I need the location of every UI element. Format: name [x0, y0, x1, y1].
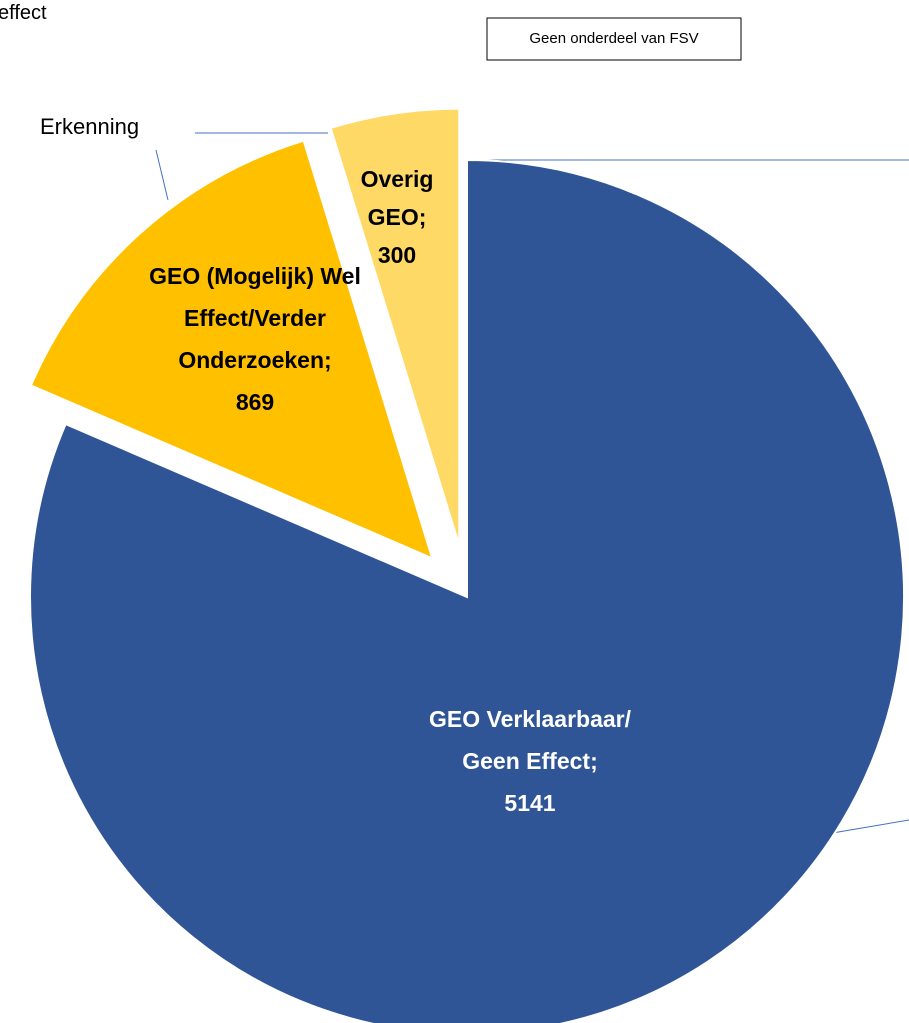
pie-slice — [29, 158, 905, 1023]
data-label: GEO Verklaarbaar/ Geen Effect; 5141 — [415, 698, 645, 824]
leader-line — [155, 149, 169, 201]
slice-value: 5141 — [504, 790, 556, 816]
data-label: Overig GEO; 300 — [342, 160, 452, 274]
slice-category: Overig GEO; — [360, 166, 434, 230]
annotation-box — [486, 17, 742, 61]
pie-slice — [29, 139, 434, 561]
annotation: Geen onderdeel van FSV — [529, 30, 699, 47]
data-label: GEO (Mogelijk) Wel Effect/Verder Onderzo… — [125, 255, 385, 423]
slice-category: GEO (Mogelijk) Wel Effect/Verder Onderzo… — [149, 263, 361, 373]
slice-category: GEO Verklaarbaar/ Geen Effect; — [428, 706, 631, 774]
slice-value: 869 — [235, 389, 275, 415]
slice-value: 300 — [377, 242, 417, 268]
annotation: effect — [0, 2, 47, 24]
annotation: Erkenning — [40, 114, 140, 139]
pie-slice — [329, 107, 461, 546]
